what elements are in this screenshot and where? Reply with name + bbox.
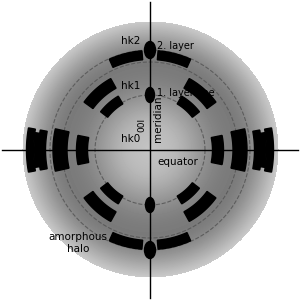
Polygon shape [158, 51, 191, 68]
Ellipse shape [145, 242, 155, 259]
Polygon shape [76, 135, 89, 165]
Polygon shape [100, 183, 123, 204]
Text: hk2: hk2 [121, 36, 140, 46]
Polygon shape [84, 191, 116, 221]
Polygon shape [257, 133, 266, 167]
Polygon shape [265, 128, 274, 172]
Polygon shape [34, 133, 43, 167]
Polygon shape [26, 128, 35, 172]
Text: meridian: meridian [153, 95, 163, 142]
Polygon shape [177, 96, 200, 117]
Ellipse shape [145, 41, 155, 58]
Polygon shape [184, 191, 216, 221]
Polygon shape [109, 232, 142, 249]
Ellipse shape [146, 197, 154, 212]
Text: amorphous
halo: amorphous halo [49, 232, 107, 254]
Polygon shape [177, 183, 200, 204]
Polygon shape [109, 51, 142, 68]
Text: hk0: hk0 [121, 134, 140, 144]
Ellipse shape [146, 88, 154, 103]
Polygon shape [231, 129, 247, 171]
Text: 1. layer line: 1. layer line [157, 88, 214, 98]
Polygon shape [84, 79, 116, 109]
Polygon shape [211, 135, 224, 165]
Text: hk1: hk1 [121, 81, 140, 91]
Polygon shape [53, 129, 69, 171]
Polygon shape [253, 130, 262, 170]
Polygon shape [38, 130, 47, 170]
Text: equator: equator [157, 157, 198, 167]
Text: 00l: 00l [137, 118, 146, 132]
Text: 2. layer: 2. layer [157, 41, 194, 51]
Polygon shape [158, 232, 191, 249]
Polygon shape [100, 96, 123, 117]
Polygon shape [184, 79, 216, 109]
